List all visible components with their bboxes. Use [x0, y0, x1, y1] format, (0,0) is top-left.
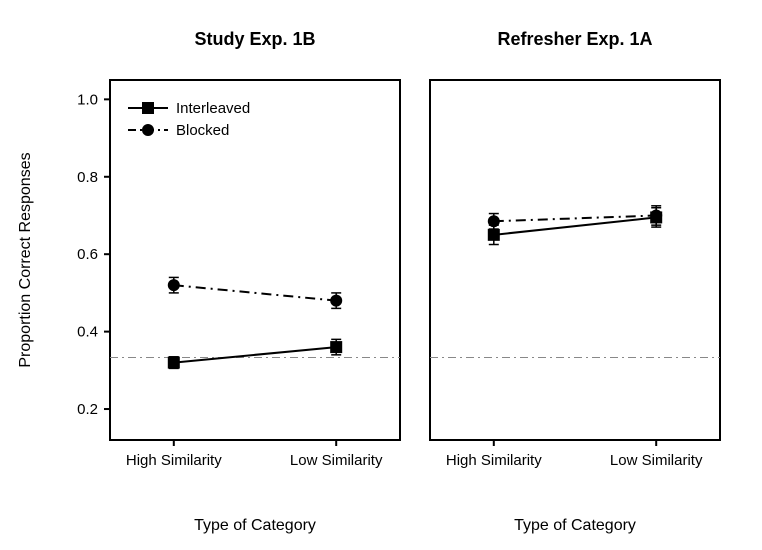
marker-circle — [330, 295, 342, 307]
panel-border — [430, 80, 720, 440]
x-axis-label: Type of Category — [514, 517, 636, 534]
panel-border — [110, 80, 400, 440]
panel-title: Study Exp. 1B — [194, 29, 315, 49]
y-tick-label: 1.0 — [77, 91, 98, 108]
series-line — [174, 285, 336, 300]
x-axis-label: Type of Category — [194, 517, 316, 534]
legend-marker-square — [142, 102, 154, 114]
y-tick-label: 0.8 — [77, 169, 98, 186]
x-tick-label: High Similarity — [446, 452, 542, 469]
legend: Interleaved Blocked — [128, 100, 250, 139]
panel-title: Refresher Exp. 1A — [497, 29, 652, 49]
marker-circle — [650, 209, 662, 221]
y-axis-label: Proportion Correct Responses — [17, 152, 34, 367]
legend-label: Blocked — [176, 122, 229, 139]
x-tick-label: Low Similarity — [610, 452, 703, 469]
legend-marker-circle — [142, 124, 154, 136]
panel: Refresher Exp. 1A High Similarity Low Simi… — [430, 29, 720, 534]
marker-square — [488, 229, 500, 241]
marker-circle — [168, 279, 180, 291]
x-tick-label: Low Similarity — [290, 452, 383, 469]
chart-svg: Proportion Correct Responses Study Exp. 1… — [0, 0, 762, 550]
y-tick-label: 0.6 — [77, 246, 98, 263]
x-tick-label: High Similarity — [126, 452, 222, 469]
marker-square — [168, 357, 180, 369]
y-tick-label: 0.2 — [77, 401, 98, 418]
legend-label: Interleaved — [176, 100, 250, 117]
marker-circle — [488, 215, 500, 227]
panel: Study Exp. 1B High Similarity Low Similari… — [77, 29, 400, 534]
series-line — [174, 347, 336, 362]
y-tick-label: 0.4 — [77, 324, 98, 341]
figure-container: Proportion Correct Responses Study Exp. 1… — [0, 0, 762, 550]
marker-square — [330, 341, 342, 353]
